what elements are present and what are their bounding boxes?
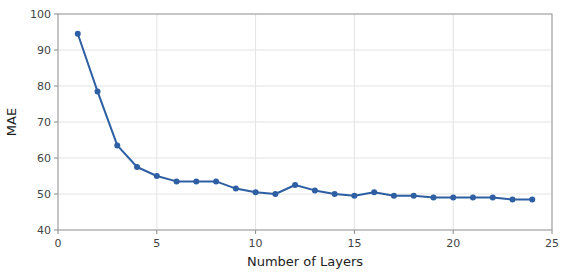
point [312,187,318,193]
point [134,164,140,170]
y-tick [54,158,58,159]
grid [58,14,552,230]
point [174,178,180,184]
point [193,178,199,184]
chart: 0 5 10 15 20 25 40 50 60 70 80 90 100 Number of Layer… [0,0,568,276]
y-tick-label: 80 [37,80,51,93]
point [253,189,259,195]
point [411,193,417,199]
x-tick [58,230,59,234]
point [75,31,81,37]
x-axis-label: Number of Layers [247,254,363,269]
point [272,191,278,197]
y-grid-line [58,50,552,51]
point [371,189,377,195]
y-tick-label: 60 [37,152,51,165]
y-tick-label: 70 [37,116,51,129]
y-grid-line [58,122,552,123]
point [95,88,101,94]
point [332,191,338,197]
point [509,196,515,202]
y-tick-label: 90 [37,44,51,57]
x-tick-label: 20 [446,237,460,250]
point [292,182,298,188]
point [154,173,160,179]
x-tick [156,230,157,234]
plot-area [58,14,552,230]
x-tick-label: 25 [545,237,559,250]
point [470,195,476,201]
y-tick [54,122,58,123]
line [78,34,532,200]
point [529,196,535,202]
point [213,178,219,184]
y-tick-label: 50 [37,188,51,201]
y-grid-line [58,86,552,87]
point [450,195,456,201]
x-tick [354,230,355,234]
plot-frame [58,14,552,230]
point [391,193,397,199]
y-tick [54,230,58,231]
point [351,193,357,199]
y-tick [54,14,58,15]
y-grid-line [58,194,552,195]
x-tick [453,230,454,234]
y-tick-label: 40 [37,224,51,237]
x-tick-label: 10 [249,237,263,250]
x-tick-label: 5 [153,237,160,250]
axes: 0 5 10 15 20 25 40 50 60 70 80 90 100 [30,8,559,250]
x-tick [255,230,256,234]
y-tick-label: 100 [30,8,51,21]
y-tick [54,86,58,87]
x-tick-label: 0 [55,237,62,250]
point [430,195,436,201]
y-grid-line [58,158,552,159]
series [75,31,535,203]
point [490,195,496,201]
x-tick [552,230,553,234]
point [233,186,239,192]
y-tick [54,50,58,51]
y-tick [54,194,58,195]
x-tick-label: 15 [347,237,361,250]
point [114,142,120,148]
y-axis-label: MAE [4,108,19,136]
